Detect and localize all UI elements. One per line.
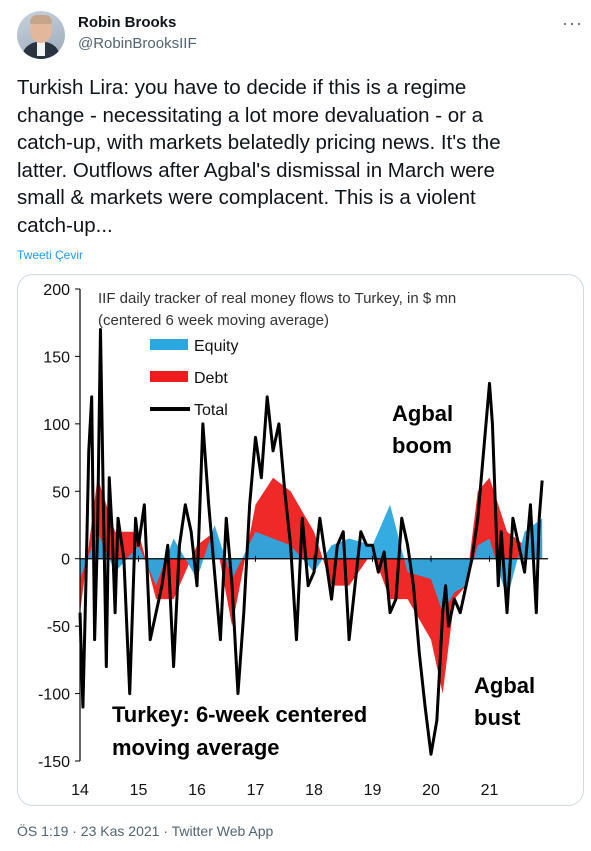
y-tick-label: -50 bbox=[47, 619, 70, 636]
avatar-hair bbox=[30, 15, 52, 24]
tweet-line: latter. Outflows after Agbal's dismissal… bbox=[17, 158, 495, 182]
x-tick-label: 21 bbox=[481, 782, 499, 799]
avatar-shirt bbox=[37, 42, 45, 56]
y-tick-label: 200 bbox=[43, 282, 70, 299]
tweet-timestamp[interactable]: ÖS 1:19 · 23 Kas 2021 bbox=[17, 823, 160, 839]
tweet-line: catch-up, with markets belatedly pricing… bbox=[17, 131, 501, 154]
legend-total-label: Total bbox=[194, 402, 228, 419]
x-tick-label: 17 bbox=[247, 782, 265, 799]
avatar[interactable] bbox=[17, 11, 65, 59]
legend-equity-label: Equity bbox=[194, 338, 238, 355]
more-options-icon[interactable]: ··· bbox=[562, 13, 583, 33]
annotation-bust-line-2: bust bbox=[474, 705, 521, 730]
y-tick-label: 150 bbox=[43, 349, 70, 366]
tweet-line: small & markets were complacent. This is… bbox=[17, 186, 476, 209]
x-tick-label: 20 bbox=[422, 782, 440, 799]
tweet-line: catch-up... bbox=[17, 213, 113, 237]
tweet-source[interactable]: Twitter Web App bbox=[171, 823, 274, 839]
author-name[interactable]: Robin Brooks bbox=[78, 14, 177, 31]
tweet-text: Turkish Lira: you have to decide if this… bbox=[17, 74, 582, 239]
annotation-boom-line-2: boom bbox=[392, 433, 452, 458]
x-tick-label: 14 bbox=[71, 782, 89, 799]
tweet-footer: ÖS 1:19 · 23 Kas 2021 · Twitter Web App bbox=[17, 823, 273, 839]
y-tick-label: 0 bbox=[61, 552, 70, 569]
y-tick-label: 100 bbox=[43, 417, 70, 434]
caption-line-2: moving average bbox=[112, 735, 280, 760]
author-handle[interactable]: @RobinBrooksIIF bbox=[78, 35, 197, 52]
series-layer bbox=[78, 327, 544, 756]
x-tick-label: 19 bbox=[364, 782, 382, 799]
legend-equity-swatch bbox=[150, 339, 188, 350]
annotation-bust-line-1: Agbal bbox=[474, 673, 535, 698]
translate-tweet-link[interactable]: Tweeti Çevir bbox=[17, 248, 84, 262]
chart-title-line-2: (centered 6 week moving average) bbox=[98, 312, 329, 329]
y-tick-label: -150 bbox=[38, 754, 70, 771]
tweet-line: change - necessitating a lot more devalu… bbox=[17, 103, 484, 127]
series-total-line bbox=[78, 327, 544, 756]
footer-separator: · bbox=[159, 823, 172, 839]
y-tick-label: 50 bbox=[52, 484, 70, 501]
annotation-boom-line-1: Agbal bbox=[392, 401, 453, 426]
legend-debt-label: Debt bbox=[194, 370, 228, 387]
x-tick-label: 16 bbox=[188, 782, 206, 799]
y-tick-label: -100 bbox=[38, 687, 70, 704]
tweet-line: Turkish Lira: you have to decide if this… bbox=[17, 76, 467, 99]
chart-title-line-1: IIF daily tracker of real money flows to… bbox=[98, 290, 456, 307]
x-tick-label: 15 bbox=[130, 782, 148, 799]
caption-line-1: Turkey: 6-week centered bbox=[112, 702, 367, 727]
x-tick-label: 18 bbox=[305, 782, 323, 799]
tweet-media-chart[interactable]: 200 150 100 50 0 -50 -100 -150 14 15 16 17 18 19 20 21 … bbox=[17, 274, 584, 806]
legend-debt-swatch bbox=[150, 371, 188, 382]
